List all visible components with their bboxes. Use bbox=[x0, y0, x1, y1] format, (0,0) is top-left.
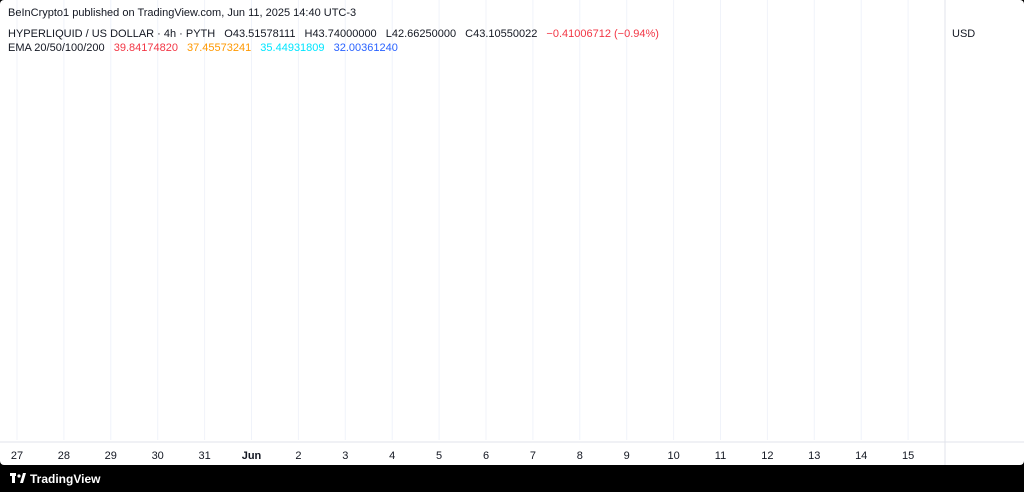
time-tick-label: 28 bbox=[58, 450, 70, 462]
ema200-value: 32.00361240 bbox=[333, 42, 398, 54]
footer-bar: TradingView bbox=[0, 466, 1024, 492]
time-tick-label: 14 bbox=[855, 450, 867, 462]
change-value: −0.41006712 (−0.94%) bbox=[546, 28, 659, 40]
time-tick-label: 2 bbox=[295, 450, 301, 462]
ema100-value: 35.44931809 bbox=[260, 42, 325, 54]
low-value: L42.66250000 bbox=[385, 28, 457, 40]
ema-legend: EMA 20/50/100/200 39.84174820 37.4557324… bbox=[8, 42, 404, 54]
time-tick-label: 13 bbox=[808, 450, 820, 462]
time-tick-label: 31 bbox=[198, 450, 210, 462]
ema20-value: 39.84174820 bbox=[113, 42, 178, 54]
high-value: H43.74000000 bbox=[304, 28, 377, 40]
time-tick-label: 4 bbox=[389, 450, 395, 462]
time-tick-label: 29 bbox=[105, 450, 117, 462]
tradingview-brand[interactable]: TradingView bbox=[30, 472, 101, 486]
time-tick-label: 6 bbox=[483, 450, 489, 462]
time-tick-label: Jun bbox=[242, 450, 262, 462]
time-axis: 27 28 29 30 31 Jun 2 3 4 5 6 7 8 9 10 11 12 13 14 15 bbox=[11, 450, 914, 462]
close-value: C43.10550022 bbox=[465, 28, 538, 40]
time-tick-label: 3 bbox=[342, 450, 348, 462]
time-tick-label: 9 bbox=[624, 450, 630, 462]
ema-label[interactable]: EMA 20/50/100/200 bbox=[8, 42, 105, 54]
time-tick-label: 7 bbox=[530, 450, 536, 462]
time-tick-label: 27 bbox=[11, 450, 23, 462]
currency-label[interactable]: USD bbox=[952, 28, 976, 40]
time-tick-label: 5 bbox=[436, 450, 442, 462]
time-tick-label: 8 bbox=[577, 450, 583, 462]
price-chart[interactable]: 44.0000000042.0000000040.0000000036.0000… bbox=[0, 0, 1024, 465]
time-tick-label: 10 bbox=[667, 450, 679, 462]
open-value: O43.51578111 bbox=[224, 28, 296, 40]
ema50-value: 37.45573241 bbox=[187, 42, 252, 54]
time-tick-label: 15 bbox=[902, 450, 914, 462]
chart-panel: 44.0000000042.0000000040.0000000036.0000… bbox=[0, 0, 1024, 465]
tradingview-logo-icon bbox=[10, 473, 26, 483]
publisher-line: BeInCrypto1 published on TradingView.com… bbox=[8, 7, 357, 19]
symbol-legend: HYPERLIQUID / US DOLLAR · 4h · PYTH O43.… bbox=[8, 28, 665, 40]
time-tick-label: 11 bbox=[715, 450, 726, 462]
time-tick-label: 30 bbox=[152, 450, 164, 462]
grid-lines bbox=[0, 0, 1024, 465]
symbol-name[interactable]: HYPERLIQUID / US DOLLAR · 4h · PYTH bbox=[8, 28, 216, 40]
time-tick-label: 12 bbox=[761, 450, 773, 462]
